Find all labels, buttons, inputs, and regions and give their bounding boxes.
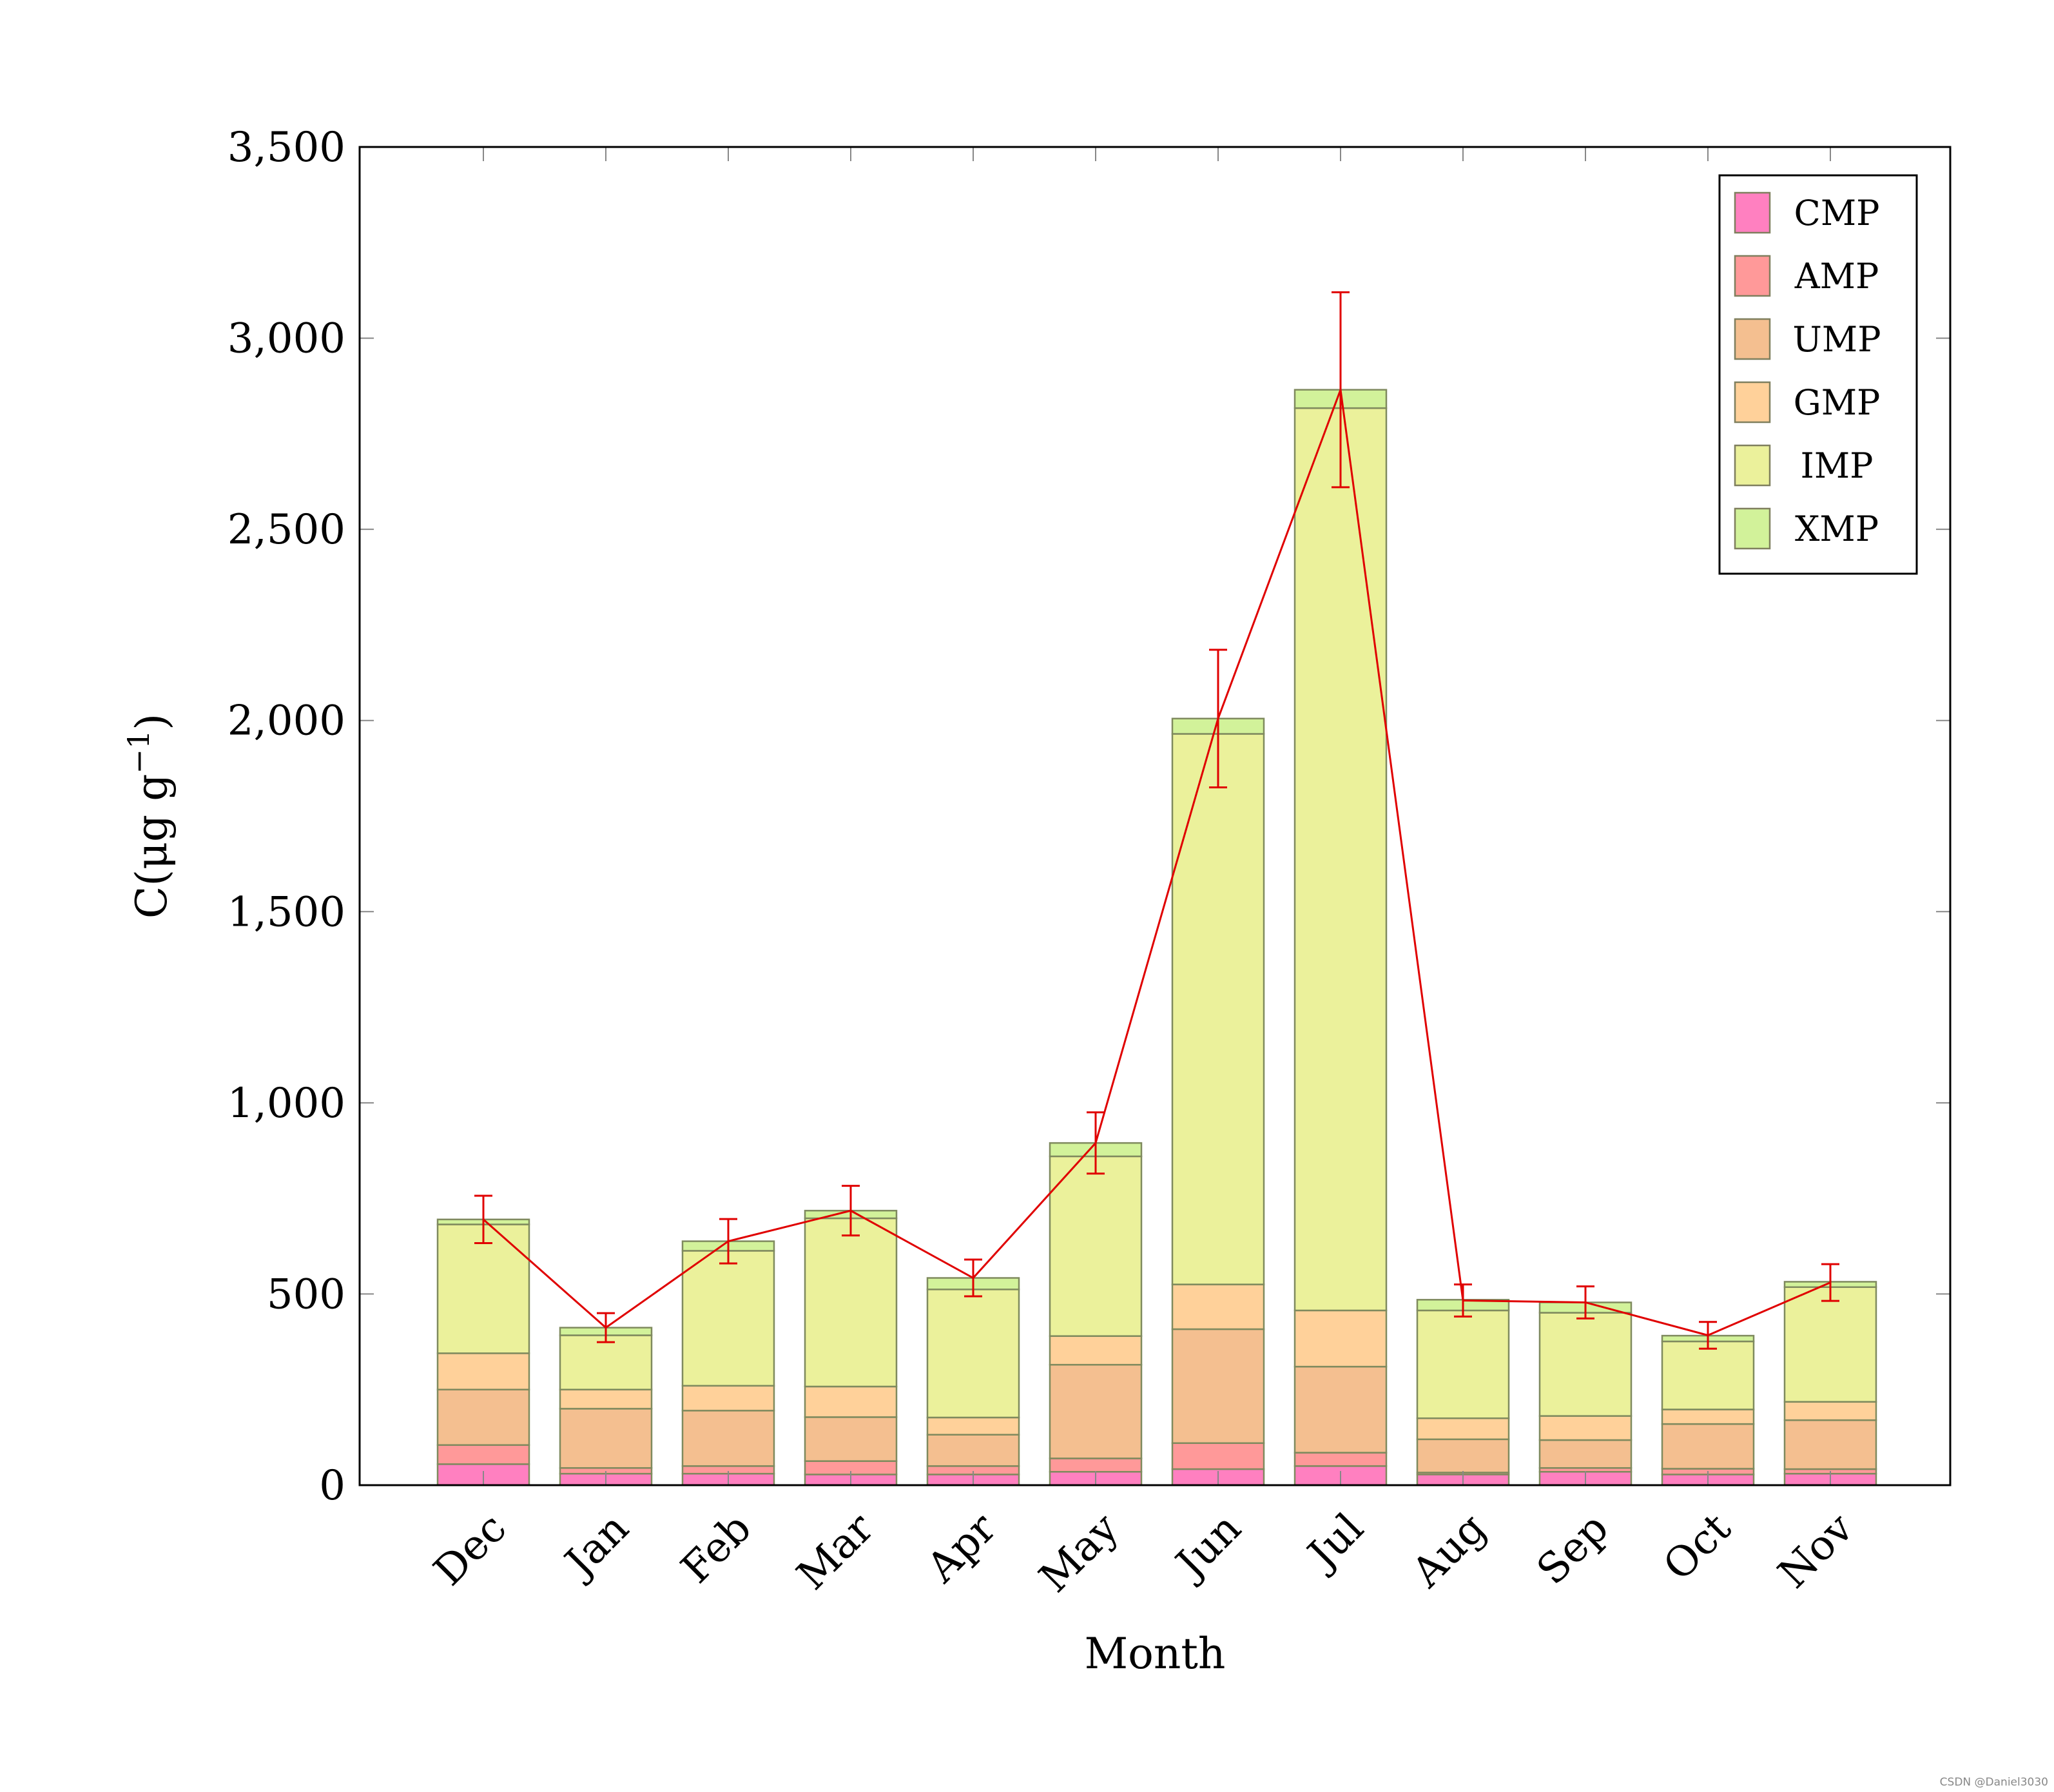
bar-ump-oct bbox=[1661, 1423, 1755, 1470]
total-line-layer bbox=[474, 291, 1839, 1350]
x-tick-label-jan: Jan bbox=[554, 1505, 638, 1589]
bar-imp-sep bbox=[1538, 1312, 1633, 1417]
bar-ump-nov bbox=[1783, 1419, 1877, 1470]
bar-imp-aug bbox=[1416, 1309, 1510, 1419]
bar-imp-oct bbox=[1661, 1340, 1755, 1410]
bar-gmp-dec bbox=[436, 1352, 530, 1390]
bar-ump-feb bbox=[681, 1410, 775, 1467]
bar-imp-jun bbox=[1171, 733, 1265, 1285]
bar-gmp-jul bbox=[1293, 1309, 1388, 1368]
legend-label-cmp: CMP bbox=[1794, 193, 1880, 233]
x-tick-label-oct: Oct bbox=[1654, 1505, 1740, 1590]
bar-amp-dec bbox=[436, 1444, 530, 1465]
y-tick-label-1000: 1,000 bbox=[228, 1080, 345, 1127]
total-line bbox=[483, 389, 1831, 1337]
bar-imp-jul bbox=[1293, 407, 1388, 1312]
x-axis-title: Month bbox=[1085, 1629, 1226, 1679]
legend: CMP AMP UMP GMP IMP XMP bbox=[1718, 174, 1918, 575]
bar-imp-apr bbox=[926, 1289, 1020, 1419]
y-tick-label-0: 0 bbox=[319, 1462, 345, 1510]
x-tick-label-nov: Nov bbox=[1769, 1505, 1863, 1598]
bar-ump-apr bbox=[926, 1434, 1020, 1467]
bar-imp-jan bbox=[559, 1334, 653, 1390]
x-tick-labels: Dec Jan Feb Mar Apr May Jun Jul Aug Sep Oct Nov bbox=[425, 1505, 1863, 1602]
y-axis-title-close: ) bbox=[127, 714, 177, 730]
bar-gmp-jan bbox=[559, 1388, 653, 1410]
y-axis-title: C(μg g−1) bbox=[121, 714, 177, 919]
x-tick-label-dec: Dec bbox=[425, 1505, 516, 1595]
legend-label-gmp: GMP bbox=[1794, 382, 1881, 423]
y-tick-label-2000: 2,000 bbox=[228, 697, 345, 745]
bar-gmp-sep bbox=[1538, 1415, 1633, 1441]
y-tick-label-3000: 3,000 bbox=[228, 315, 345, 363]
bar-ump-dec bbox=[436, 1388, 530, 1446]
legend-label-imp: IMP bbox=[1801, 445, 1874, 486]
bar-ump-jan bbox=[559, 1408, 653, 1469]
legend-box bbox=[1718, 174, 1918, 575]
y-tick-label-500: 500 bbox=[267, 1271, 345, 1318]
ticks-layer bbox=[360, 146, 1950, 1486]
legend-label-ump: UMP bbox=[1792, 319, 1881, 360]
bar-imp-nov bbox=[1783, 1286, 1877, 1403]
bar-ump-jul bbox=[1293, 1365, 1388, 1454]
bar-gmp-aug bbox=[1416, 1417, 1510, 1441]
legend-items: CMP AMP UMP GMP IMP XMP bbox=[1734, 191, 1881, 550]
x-tick-label-jul: Jul bbox=[1297, 1505, 1373, 1581]
x-tick-label-sep: Sep bbox=[1528, 1505, 1618, 1594]
bar-imp-may bbox=[1049, 1155, 1143, 1337]
legend-swatch-xmp bbox=[1734, 507, 1771, 550]
legend-swatch-amp bbox=[1734, 255, 1771, 297]
x-tick-label-jun: Jun bbox=[1165, 1505, 1250, 1590]
x-tick-label-feb: Feb bbox=[672, 1505, 761, 1593]
bar-amp-jul bbox=[1293, 1452, 1388, 1467]
legend-swatch-cmp bbox=[1734, 191, 1771, 234]
bar-gmp-mar bbox=[804, 1385, 898, 1418]
y-axis-title-exponent: −1 bbox=[121, 730, 156, 774]
bar-gmp-nov bbox=[1783, 1401, 1877, 1421]
y-tick-label-3500: 3,500 bbox=[228, 124, 345, 171]
x-tick-label-may: May bbox=[1031, 1505, 1128, 1602]
y-tick-labels: 0 500 1,000 1,500 2,000 2,500 3,000 3,500 bbox=[228, 124, 345, 1510]
legend-label-xmp: XMP bbox=[1795, 509, 1879, 549]
bar-ump-may bbox=[1049, 1363, 1143, 1459]
bar-ump-aug bbox=[1416, 1438, 1510, 1474]
bar-gmp-apr bbox=[926, 1416, 1020, 1436]
bar-ump-sep bbox=[1538, 1439, 1633, 1469]
x-tick-label-apr: Apr bbox=[918, 1505, 1006, 1593]
legend-label-amp: AMP bbox=[1794, 256, 1879, 297]
bar-ump-jun bbox=[1171, 1328, 1265, 1445]
bar-gmp-oct bbox=[1661, 1408, 1755, 1425]
legend-swatch-imp bbox=[1734, 444, 1771, 487]
x-tick-label-aug: Aug bbox=[1402, 1505, 1495, 1597]
y-tick-label-2500: 2,500 bbox=[228, 506, 345, 554]
plot-frame bbox=[358, 146, 1952, 1486]
watermark: CSDN @Daniel3030 bbox=[1940, 1776, 2048, 1789]
bar-amp-may bbox=[1049, 1457, 1143, 1473]
bar-ump-mar bbox=[804, 1416, 898, 1462]
bar-gmp-jun bbox=[1171, 1283, 1265, 1330]
bar-imp-mar bbox=[804, 1217, 898, 1388]
legend-swatch-gmp bbox=[1734, 381, 1771, 424]
y-tick-label-1500: 1,500 bbox=[228, 888, 345, 936]
bar-gmp-may bbox=[1049, 1335, 1143, 1366]
x-tick-label-mar: Mar bbox=[788, 1505, 884, 1600]
bars-layer bbox=[436, 389, 1877, 1486]
bar-gmp-feb bbox=[681, 1385, 775, 1412]
y-axis-title-main: C(μg g bbox=[127, 774, 177, 919]
bar-imp-feb bbox=[681, 1250, 775, 1387]
legend-swatch-ump bbox=[1734, 318, 1771, 360]
bar-amp-jun bbox=[1171, 1442, 1265, 1470]
